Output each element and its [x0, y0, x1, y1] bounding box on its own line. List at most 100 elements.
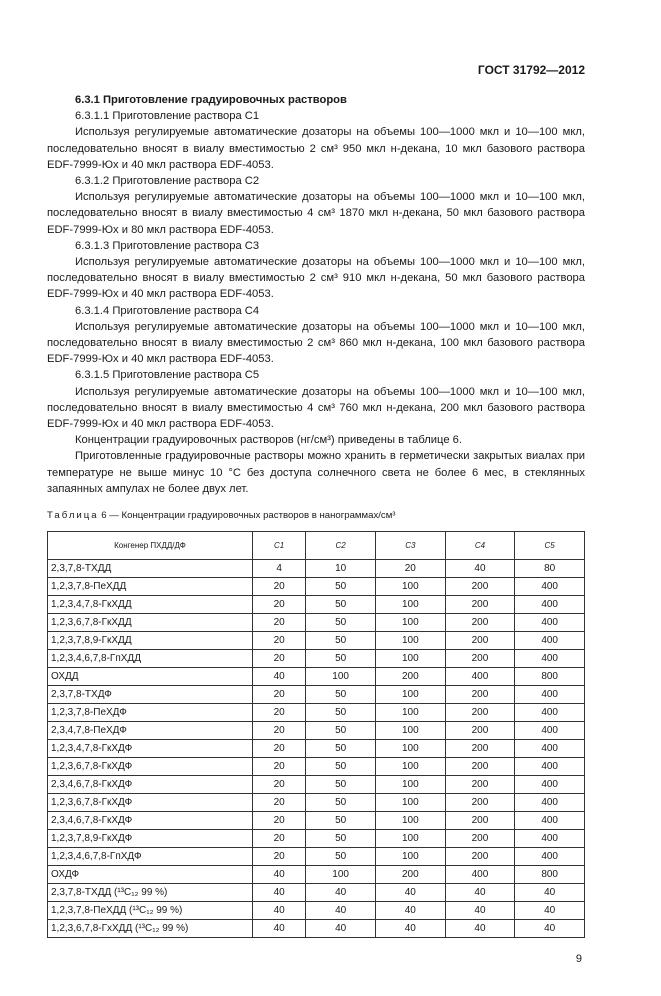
value-cell: 50: [305, 595, 376, 615]
congener-cell: 1,2,3,7,8,9-ГкХДД: [47, 631, 253, 651]
value-cell: 40: [251, 883, 307, 903]
paragraph: 6.3.1.3 Приготовление раствора C3: [75, 239, 260, 252]
value-cell: 20: [251, 811, 307, 831]
value-cell: 400: [444, 865, 516, 885]
column-header: C2: [305, 531, 376, 561]
table-row: 2,3,7,8-ТХДД 4 10 20 40 80: [47, 559, 585, 579]
value-cell: 40: [514, 901, 585, 921]
congener-cell: 1,2,3,7,8-ПеХДФ: [47, 703, 253, 723]
value-cell: 50: [305, 847, 376, 867]
congener-cell: 2,3,7,8-ТХДД: [47, 559, 253, 579]
value-cell: 50: [305, 649, 376, 669]
value-cell: 200: [444, 613, 516, 633]
value-cell: 40: [374, 883, 446, 903]
value-cell: 200: [444, 721, 516, 741]
value-cell: 400: [514, 703, 585, 723]
value-cell: 200: [444, 631, 516, 651]
value-cell: 100: [374, 577, 446, 597]
congener-cell: 1,2,3,4,7,8-ГкХДФ: [47, 739, 253, 759]
value-cell: 200: [444, 847, 516, 867]
value-cell: 200: [444, 811, 516, 831]
column-header: C4: [444, 531, 516, 561]
value-cell: 50: [305, 703, 376, 723]
value-cell: 40: [251, 901, 307, 921]
table-row: ОХДД 40 100 200 400 800: [47, 667, 585, 687]
value-cell: 40: [305, 901, 376, 921]
value-cell: 40: [374, 901, 446, 921]
value-cell: 400: [514, 595, 585, 615]
value-cell: 100: [374, 595, 446, 615]
value-cell: 200: [444, 703, 516, 723]
congener-cell: 2,3,7,8-ТХДФ: [47, 685, 253, 705]
value-cell: 200: [444, 685, 516, 705]
paragraph: Используя регулируемые автоматические до…: [47, 385, 585, 431]
value-cell: 20: [374, 559, 446, 579]
page-number: 9: [575, 953, 582, 966]
table-header-row: Конгенер ПХДД/ДФ C1 C2 C3 C4 C5: [47, 531, 585, 561]
column-header: C5: [514, 531, 585, 561]
value-cell: 100: [374, 829, 446, 849]
table-row: 2,3,4,6,7,8-ГкХДФ 20 50 100 200 400: [47, 811, 585, 831]
body-text: 6.3.1 Приготовление градуировочных раств…: [47, 92, 585, 497]
section-heading: 6.3.1 Приготовление градуировочных раств…: [75, 94, 347, 106]
value-cell: 40: [251, 667, 307, 687]
value-cell: 20: [251, 721, 307, 741]
value-cell: 40: [514, 883, 585, 903]
value-cell: 400: [514, 685, 585, 705]
value-cell: 400: [444, 667, 516, 687]
value-cell: 200: [374, 667, 446, 687]
value-cell: 50: [305, 613, 376, 633]
value-cell: 20: [251, 595, 307, 615]
table-row: 2,3,4,6,7,8-ГкХДФ 20 50 100 200 400: [47, 775, 585, 795]
value-cell: 50: [305, 811, 376, 831]
value-cell: 40: [444, 883, 516, 903]
congener-cell: 2,3,4,7,8-ПеХДФ: [47, 721, 253, 741]
value-cell: 20: [251, 757, 307, 777]
table-caption-label: Таблица: [47, 510, 99, 522]
congener-cell: 1,2,3,6,7,8-ГкХДД: [47, 613, 253, 633]
table-row: 1,2,3,6,7,8-ГкХДФ 20 50 100 200 400: [47, 757, 585, 777]
column-header: Конгенер ПХДД/ДФ: [47, 531, 253, 561]
value-cell: 400: [514, 775, 585, 795]
value-cell: 400: [514, 577, 585, 597]
table-row: 1,2,3,7,8,9-ГкХДД 20 50 100 200 400: [47, 631, 585, 651]
value-cell: 400: [514, 811, 585, 831]
congener-cell: ОХДД: [47, 667, 253, 687]
value-cell: 50: [305, 757, 376, 777]
value-cell: 100: [374, 703, 446, 723]
column-header: C3: [374, 531, 446, 561]
value-cell: 100: [374, 775, 446, 795]
value-cell: 400: [514, 757, 585, 777]
value-cell: 100: [374, 793, 446, 813]
table-row: 1,2,3,4,7,8-ГкХДФ 20 50 100 200 400: [47, 739, 585, 759]
value-cell: 10: [305, 559, 376, 579]
paragraph: 6.3.1.2 Приготовление раствора C2: [75, 175, 260, 188]
value-cell: 20: [251, 685, 307, 705]
value-cell: 20: [251, 703, 307, 723]
value-cell: 400: [514, 847, 585, 867]
paragraph: Приготовленные градуировочные растворы м…: [47, 450, 585, 495]
value-cell: 50: [305, 631, 376, 651]
value-cell: 40: [251, 865, 307, 885]
value-cell: 50: [305, 793, 376, 813]
value-cell: 100: [374, 847, 446, 867]
value-cell: 40: [305, 883, 376, 903]
value-cell: 50: [305, 775, 376, 795]
congener-cell: 1,2,3,4,6,7,8-ГпХДФ: [47, 847, 253, 867]
paragraph: Используя регулируемые автоматические до…: [47, 126, 585, 171]
value-cell: 100: [374, 649, 446, 669]
congener-cell: 2,3,4,6,7,8-ГкХДФ: [47, 811, 253, 831]
paragraph: Используя регулируемые автоматические до…: [47, 320, 585, 366]
table-row: 1,2,3,7,8-ПеХДД 20 50 100 200 400: [47, 577, 585, 597]
value-cell: 400: [514, 631, 585, 651]
value-cell: 50: [305, 829, 376, 849]
value-cell: 80: [514, 559, 585, 579]
value-cell: 800: [514, 865, 585, 885]
congener-cell: 1,2,3,4,7,8-ГкХДД: [47, 595, 253, 615]
congener-cell: 1,2,3,7,8,9-ГкХДФ: [47, 829, 253, 849]
table-row: 1,2,3,7,8-ПеХДД (¹³C₁₂ 99 %) 40 40 40 40 40: [47, 901, 585, 921]
value-cell: 50: [305, 721, 376, 741]
congener-cell: 2,3,4,6,7,8-ГкХДФ: [47, 775, 253, 795]
column-header: C1: [251, 531, 307, 561]
value-cell: 50: [305, 577, 376, 597]
